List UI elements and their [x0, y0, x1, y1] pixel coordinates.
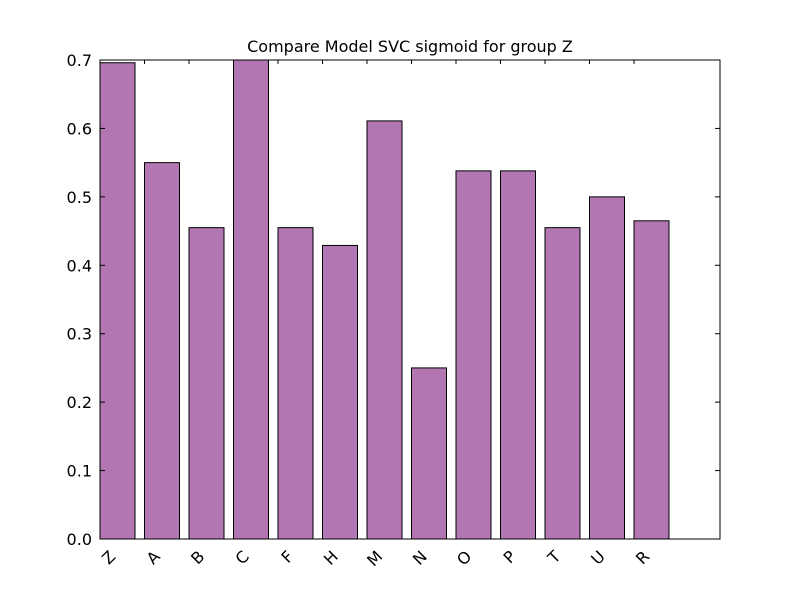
y-tick-label-4: 0.4 — [67, 256, 92, 275]
bar-F — [277, 227, 314, 540]
bar-B — [188, 227, 225, 540]
bars-group — [99, 59, 670, 540]
plot-frame — [99, 59, 721, 540]
x-tick-label-B: B — [187, 547, 208, 568]
bar-M — [366, 120, 403, 540]
y-tick-label-3: 0.3 — [67, 325, 92, 344]
bar-C — [233, 59, 269, 540]
x-tick-label-H: H — [320, 547, 342, 569]
x-tick-label-O: O — [453, 547, 475, 569]
bar-R — [633, 220, 670, 540]
chart-title: Compare Model SVC sigmoid for group Z — [247, 37, 573, 56]
x-tick-label-U: U — [587, 547, 609, 569]
x-tick-label-C: C — [231, 547, 252, 568]
x-tick-label-F: F — [277, 547, 297, 567]
y-tick-label-7: 0.7 — [67, 51, 92, 70]
bar-A — [144, 162, 180, 540]
y-tick-label-1: 0.1 — [67, 462, 92, 481]
bar-Z — [99, 62, 136, 540]
x-tick-label-R: R — [632, 547, 653, 568]
bar-T — [544, 227, 581, 540]
bar-O — [455, 170, 492, 540]
bar-N — [411, 367, 447, 540]
y-axis: 0.0 0.1 0.2 0.3 0.4 0.5 0.6 0.7 — [67, 51, 720, 549]
x-tick-label-T: T — [543, 547, 564, 568]
x-tick-label-M: M — [363, 547, 386, 570]
bar-P — [500, 170, 536, 540]
bar-H — [322, 244, 358, 540]
x-tick-label-P: P — [500, 547, 521, 568]
y-tick-label-2: 0.2 — [67, 393, 92, 412]
x-tick-label-N: N — [409, 547, 431, 569]
x-tick-label-Z: Z — [98, 547, 119, 568]
y-tick-label-0: 0.0 — [67, 530, 92, 549]
y-tick-label-6: 0.6 — [67, 119, 92, 138]
x-tick-label-A: A — [143, 547, 164, 568]
y-tick-label-5: 0.5 — [67, 188, 92, 207]
bar-U — [589, 196, 625, 540]
